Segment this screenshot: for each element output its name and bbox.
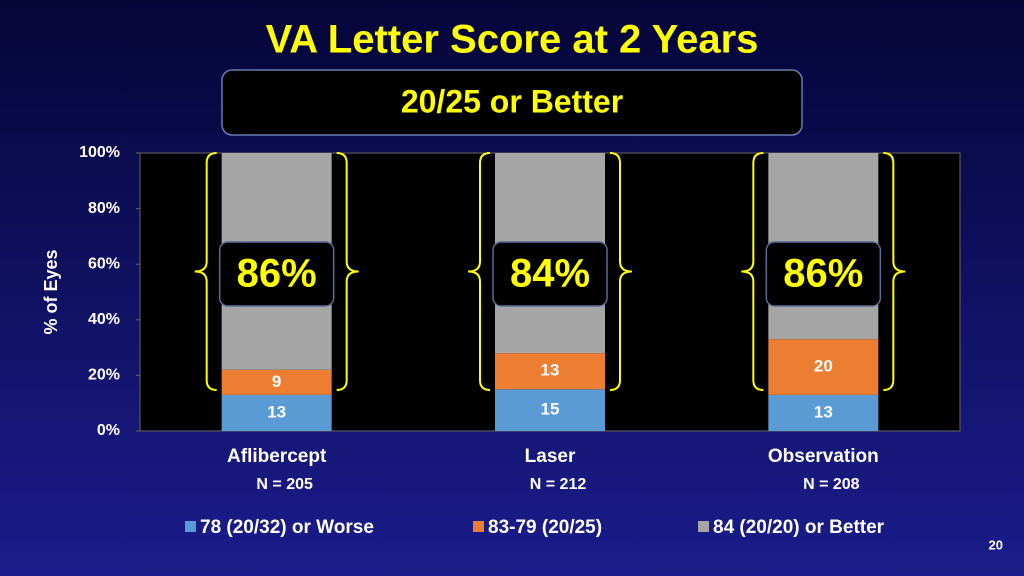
- data-label: 15: [541, 400, 560, 419]
- y-tick-label: 100%: [79, 144, 120, 161]
- slide-number: 20: [989, 537, 1003, 552]
- legend-label: 83-79 (20/25): [488, 517, 602, 538]
- legend-swatch: [185, 521, 196, 532]
- x-tick-label: Laser: [525, 446, 576, 467]
- y-tick-label: 20%: [88, 367, 120, 384]
- chart-title: VA Letter Score at 2 Years: [266, 18, 759, 62]
- legend-swatch: [473, 521, 484, 532]
- y-axis-label: % of Eyes: [41, 249, 61, 334]
- callout-box: [218, 241, 335, 307]
- bar-segment: [768, 339, 879, 395]
- y-tick-label: 80%: [88, 200, 120, 217]
- bar-segment: [221, 394, 332, 431]
- legend-swatch: [698, 521, 709, 532]
- brace: [467, 152, 491, 391]
- bar-segment: [495, 353, 605, 390]
- x-tick-label: Observation: [768, 446, 879, 467]
- data-label: 20: [814, 357, 833, 376]
- subtitle-box: [221, 69, 803, 136]
- bar-segment: [768, 394, 879, 431]
- y-tick-label: 60%: [88, 255, 120, 272]
- bar-segment: [221, 369, 332, 395]
- x-tick-label: Aflibercept: [227, 446, 327, 467]
- y-tick-label: 40%: [88, 311, 120, 328]
- brace: [609, 152, 633, 391]
- callout-box: [765, 241, 882, 307]
- category-note: N = 212: [530, 476, 587, 493]
- y-tick-label: 0%: [97, 422, 120, 439]
- callout-box: [492, 241, 608, 307]
- bar-segment: [495, 389, 605, 431]
- brace: [194, 152, 217, 391]
- callout: 86%: [237, 252, 317, 296]
- category-note: N = 205: [256, 476, 313, 493]
- brace: [883, 152, 906, 391]
- legend-label: 78 (20/32) or Worse: [200, 517, 374, 538]
- chart-subtitle: 20/25 or Better: [401, 83, 623, 119]
- data-label: 13: [814, 402, 833, 421]
- legend-label: 84 (20/20) or Better: [713, 517, 885, 538]
- callout: 84%: [510, 252, 590, 296]
- category-note: N = 208: [803, 476, 860, 493]
- data-label: 13: [541, 361, 560, 380]
- callout: 86%: [783, 252, 863, 296]
- data-label: 9: [272, 372, 281, 391]
- data-label: 13: [267, 402, 286, 421]
